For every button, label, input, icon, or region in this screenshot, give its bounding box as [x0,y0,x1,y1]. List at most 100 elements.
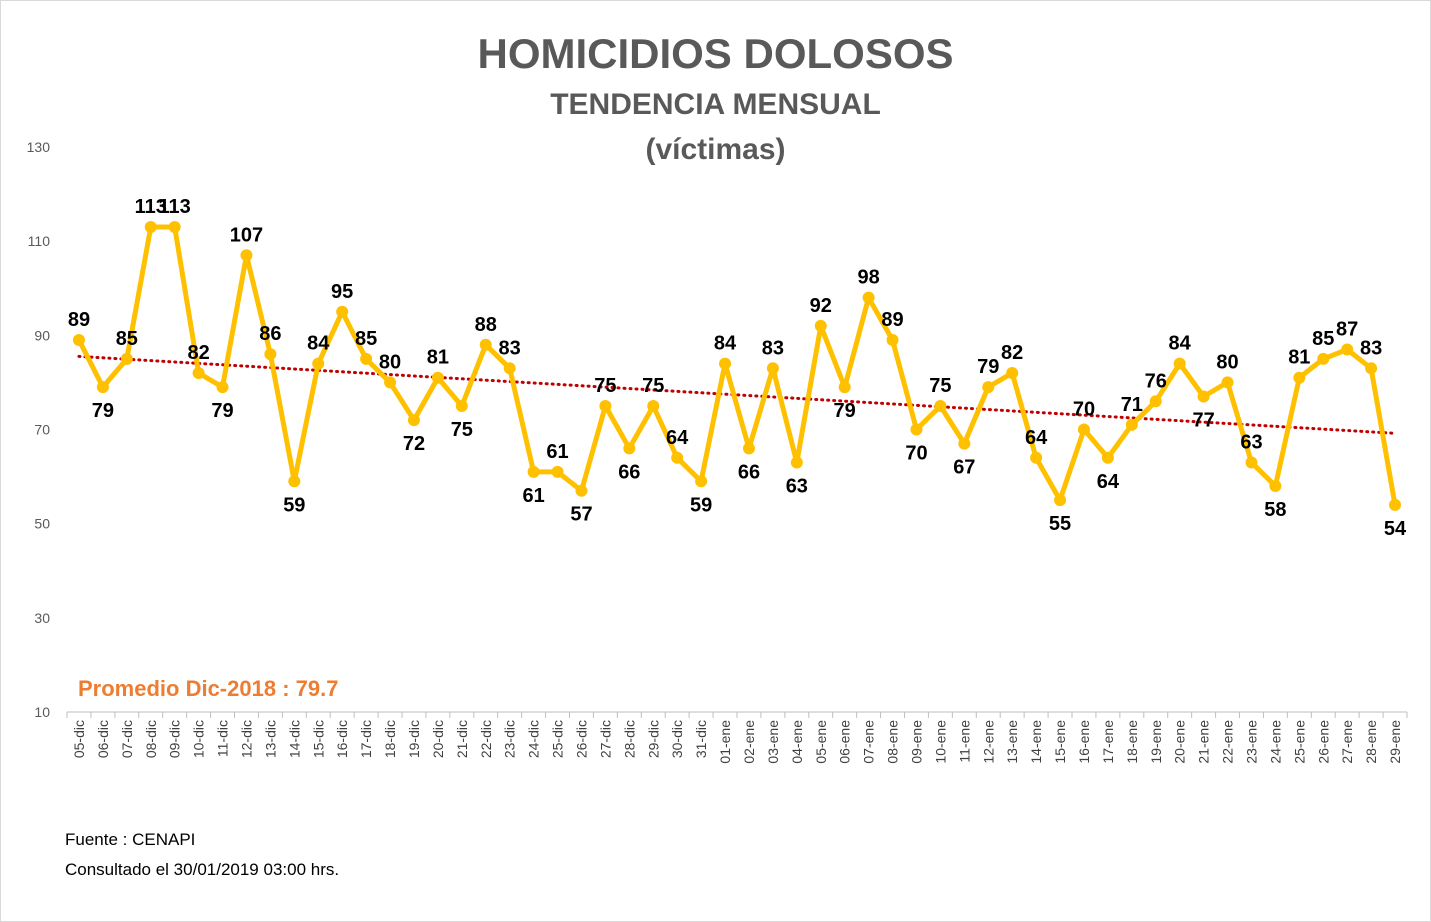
data-point [479,338,492,351]
y-tick-label: 130 [27,139,51,155]
x-tick-label: 27-dic [597,720,613,758]
data-point [1341,343,1354,356]
data-label: 113 [135,196,167,218]
data-label: 81 [1288,347,1310,369]
data-point [790,456,803,469]
x-tick-label: 29-dic [645,720,661,758]
data-point [766,362,779,375]
x-tick-label: 23-ene [1243,720,1259,764]
y-tick-label: 10 [34,704,50,720]
x-tick-label: 19-ene [1148,720,1164,764]
data-point [431,371,444,384]
data-label: 57 [570,504,592,526]
x-tick-label: 10-dic [191,720,207,758]
x-tick-label: 26-dic [573,720,589,758]
data-point [1125,418,1138,431]
x-tick-label: 25-ene [1291,720,1307,764]
data-point [384,376,397,389]
data-point [216,381,229,394]
x-tick-label: 07-dic [119,720,135,758]
data-point [1269,480,1282,492]
x-tick-label: 21-dic [454,720,470,758]
data-label: 61 [546,441,568,463]
x-tick-label: 20-ene [1172,720,1188,764]
x-tick-label: 24-dic [526,720,542,758]
x-tick-label: 14-dic [286,720,302,758]
x-tick-label: 31-dic [693,720,709,758]
x-tick-label: 22-dic [478,720,494,758]
data-label: 83 [1360,337,1382,359]
data-label: 59 [283,494,305,516]
data-label: 89 [881,309,903,331]
consulted-note: Consultado el 30/01/2019 03:00 hrs. [65,860,340,879]
data-point [982,381,995,394]
data-label: 75 [594,375,616,397]
data-label: 84 [1169,333,1192,355]
data-point [1149,395,1162,408]
data-point [1077,423,1090,436]
data-point [1101,451,1114,464]
data-point [647,399,660,412]
data-point [312,357,325,370]
data-point [958,437,971,450]
data-label: 85 [116,328,138,350]
x-tick-label: 10-ene [932,720,948,764]
data-point [264,348,277,361]
data-label: 63 [1240,431,1262,453]
data-label: 82 [1001,342,1023,364]
x-tick-label: 11-dic [215,720,231,757]
data-label: 80 [1216,351,1238,373]
chart-title: HOMICIDIOS DOLOSOS [477,30,954,77]
data-label: 77 [1192,410,1214,432]
trendline [77,354,1397,435]
data-label: 67 [953,457,975,479]
data-label: 71 [1121,394,1143,416]
x-tick-label: 21-ene [1196,720,1212,764]
data-point [360,352,373,365]
x-tick-label: 24-ene [1267,720,1283,764]
data-label: 89 [68,309,90,331]
data-point [1006,367,1019,379]
data-label: 85 [355,328,377,350]
x-tick-label: 05-ene [813,720,829,764]
data-point [527,465,540,478]
x-tick-label: 14-ene [1028,720,1044,764]
data-label: 63 [786,475,808,497]
x-tick-label: 23-dic [502,720,518,758]
data-label: 98 [857,267,879,289]
x-tick-label: 12-ene [980,720,996,764]
data-label: 81 [427,347,449,369]
data-label: 84 [307,333,330,355]
data-point [240,249,253,262]
data-label: 82 [187,342,209,364]
data-label: 85 [1312,328,1334,350]
data-point [1293,371,1306,384]
x-tick-label: 17-ene [1100,720,1116,764]
data-point [407,414,420,427]
y-tick-label: 30 [34,610,50,626]
x-tick-label: 08-dic [143,720,159,758]
data-point [934,399,947,412]
data-label: 95 [331,281,353,303]
data-label: 92 [810,295,832,317]
data-label: 54 [1384,518,1407,540]
data-point [910,423,923,436]
data-label: 64 [666,427,689,449]
data-label: 59 [690,494,712,516]
x-tick-label: 20-dic [430,720,446,758]
x-tick-label: 13-dic [262,720,278,758]
data-point [862,291,875,304]
data-point [455,399,468,412]
data-point [1030,451,1043,464]
data-point [575,484,588,497]
data-point [288,475,301,488]
source-note: Fuente : CENAPI [65,830,196,849]
data-label: 88 [475,314,497,336]
data-label: 79 [977,356,999,378]
x-tick-label: 03-ene [765,720,781,764]
data-label: 70 [905,443,927,465]
data-point [168,221,181,234]
data-point [72,334,85,347]
data-point [120,352,133,365]
